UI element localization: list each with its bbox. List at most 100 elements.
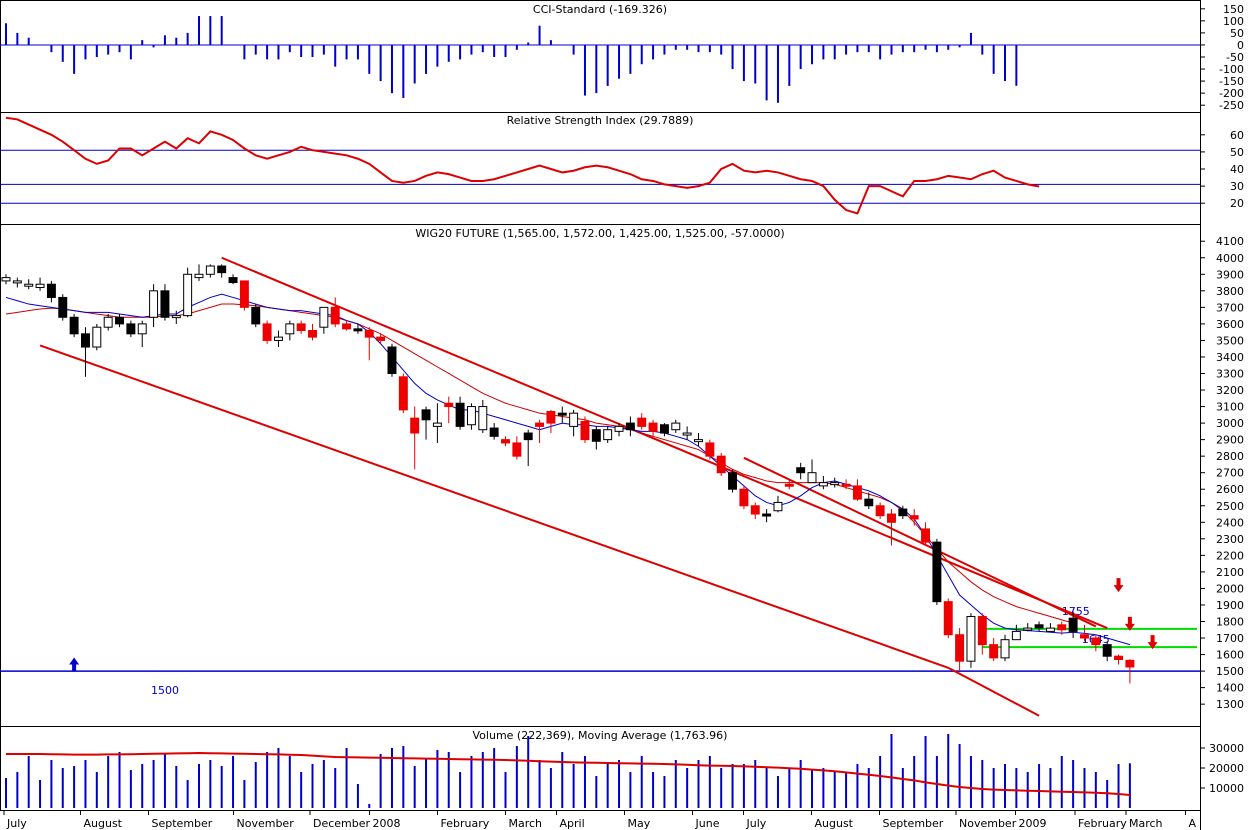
rsi-line <box>5 116 1040 215</box>
month-label: March <box>1129 817 1163 830</box>
candle-body <box>103 316 113 328</box>
rsi-tick-label: 20 <box>1230 197 1244 210</box>
moving-average-slow <box>5 303 1074 624</box>
candle-body <box>115 316 124 325</box>
candle-body <box>830 482 840 486</box>
candle-body <box>852 485 862 500</box>
candle-body <box>1011 630 1021 641</box>
rsi-title: Relative Strength Index (29.7889) <box>507 114 694 127</box>
price-tick-label: 3400 <box>1216 351 1244 364</box>
candle-body <box>1045 627 1055 632</box>
volume-tick-label: 20000 <box>1209 762 1244 775</box>
price-tick-label: 2000 <box>1216 582 1244 595</box>
price-tick-label: 2300 <box>1216 533 1244 546</box>
month-label: February <box>1078 817 1127 830</box>
candle-body <box>716 455 726 474</box>
candle-body <box>694 439 703 443</box>
candle-body <box>58 296 68 318</box>
candle-body <box>228 277 238 284</box>
candle-body <box>12 280 22 284</box>
candle-body <box>535 422 545 427</box>
price-tick-label: 1800 <box>1216 615 1244 628</box>
rsi-tick-label: 30 <box>1230 180 1244 193</box>
candle-body <box>569 412 579 427</box>
candle-body <box>523 432 533 441</box>
candle-body <box>1 277 11 282</box>
candle-body <box>557 412 567 416</box>
candle-body <box>864 498 874 507</box>
price-tick-label: 1700 <box>1216 632 1244 645</box>
candle-body <box>69 316 79 335</box>
x-axis: July August September November December 2008 F… <box>3 810 1197 830</box>
rsi-tick-label: 40 <box>1230 163 1244 176</box>
month-label: September <box>152 817 213 830</box>
candle-body <box>217 265 227 274</box>
candle-body <box>921 528 931 543</box>
candle-body <box>342 323 352 330</box>
candle-body <box>1068 617 1078 632</box>
candle-body <box>296 323 306 332</box>
price-tick-label: 3000 <box>1216 417 1244 430</box>
price-tick-label: 3200 <box>1216 384 1244 397</box>
cci-tick-label: -50 <box>1226 51 1244 64</box>
candle-body <box>273 336 283 341</box>
candle-body <box>512 442 522 457</box>
candle-body <box>478 406 488 431</box>
candle-body <box>330 306 340 325</box>
arrow-down-marker <box>1124 616 1135 631</box>
month-label: August <box>84 817 123 830</box>
trendline <box>39 344 949 669</box>
candle-body <box>796 467 806 474</box>
candle-body <box>932 541 942 603</box>
candle-body <box>137 323 147 335</box>
candle-body <box>92 326 102 348</box>
candle-body <box>376 336 386 341</box>
candle-body <box>489 427 499 437</box>
candle-body <box>682 432 692 436</box>
rsi-tick-label: 50 <box>1230 146 1244 159</box>
volume-tick-label: 10000 <box>1209 782 1244 795</box>
candle-body <box>989 644 999 659</box>
price-tick-label: 3900 <box>1216 268 1244 281</box>
cci-tick-label: -250 <box>1219 99 1244 112</box>
month-label: July <box>6 817 27 830</box>
candle-body <box>955 634 965 662</box>
candle-body <box>762 513 772 517</box>
month-label: 2008 <box>373 817 401 830</box>
candle-body <box>353 328 363 332</box>
candle-body <box>364 330 374 338</box>
price-title: WIG20 FUTURE (1,565.00, 1,572.00, 1,425.… <box>415 227 784 240</box>
candle-body <box>308 330 317 338</box>
cci-panel: CCI-Standard (-169.326) 150100500-50-100… <box>0 3 1244 112</box>
support-label-1500: 1500 <box>151 684 179 697</box>
price-tick-label: 1600 <box>1216 649 1244 662</box>
candle-body <box>194 273 204 279</box>
candle-body <box>625 422 635 431</box>
trendline <box>947 666 1040 717</box>
price-tick-label: 2600 <box>1216 483 1244 496</box>
candle-body <box>1023 627 1033 631</box>
candle-body <box>398 376 408 411</box>
volume-panel: Volume (222,369), Moving Average (1,763.… <box>5 729 1244 808</box>
month-label: April <box>560 817 585 830</box>
candle-body <box>546 411 556 424</box>
price-tick-label: 3700 <box>1216 301 1244 314</box>
candle-body <box>251 306 261 325</box>
price-tick-label: 3300 <box>1216 367 1244 380</box>
candle-body <box>319 306 329 328</box>
rsi-frame <box>0 112 1201 225</box>
candle-body <box>728 472 738 490</box>
month-label: November <box>959 817 1017 830</box>
price-frame <box>0 224 1201 727</box>
price-tick-label: 2900 <box>1216 434 1244 447</box>
candle-body <box>455 402 465 427</box>
candle-body <box>466 406 476 426</box>
candle-body <box>1057 624 1067 631</box>
candle-body <box>591 429 601 442</box>
rsi-panel: Relative Strength Index (29.7889) 60 50 40… <box>0 114 1244 215</box>
candle-body <box>875 505 885 517</box>
month-label: August <box>815 817 854 830</box>
month-label: A <box>1189 817 1197 830</box>
cci-frame <box>0 0 1201 113</box>
